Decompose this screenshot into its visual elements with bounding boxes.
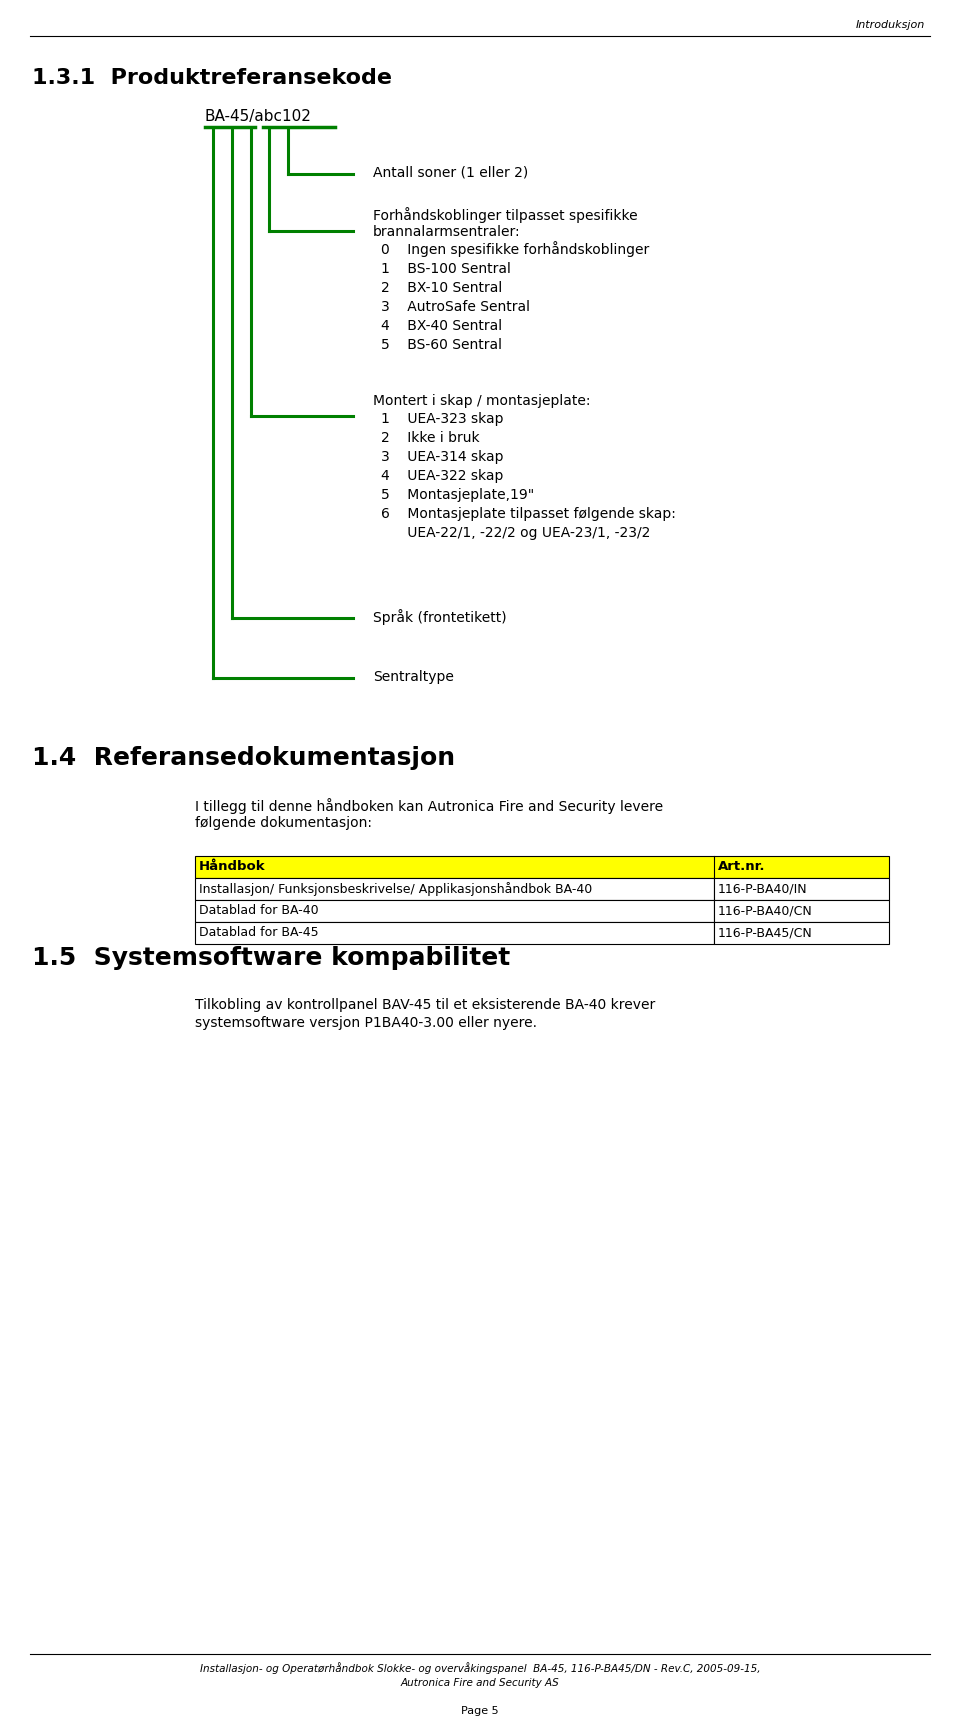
Text: 2    Ikke i bruk: 2 Ikke i bruk bbox=[381, 431, 480, 444]
Bar bbox=[714, 878, 889, 899]
Text: 4    UEA-322 skap: 4 UEA-322 skap bbox=[381, 469, 503, 483]
Text: 1.3.1  Produktreferansekode: 1.3.1 Produktreferansekode bbox=[32, 68, 392, 89]
Text: 1    UEA-323 skap: 1 UEA-323 skap bbox=[381, 411, 503, 425]
Text: 1    BS-100 Sentral: 1 BS-100 Sentral bbox=[381, 262, 511, 276]
Text: Språk (frontetikett): Språk (frontetikett) bbox=[373, 609, 507, 625]
Text: 6    Montasjeplate tilpasset følgende skap:: 6 Montasjeplate tilpasset følgende skap: bbox=[381, 507, 676, 521]
Text: Autronica Fire and Security AS: Autronica Fire and Security AS bbox=[400, 1679, 560, 1687]
Text: Installasjon/ Funksjonsbeskrivelse/ Applikasjonshåndbok BA-40: Installasjon/ Funksjonsbeskrivelse/ Appl… bbox=[199, 882, 592, 896]
Text: Sentraltype: Sentraltype bbox=[373, 670, 454, 684]
Text: 0    Ingen spesifikke forhåndskoblinger: 0 Ingen spesifikke forhåndskoblinger bbox=[381, 241, 649, 257]
Text: UEA-22/1, -22/2 og UEA-23/1, -23/2: UEA-22/1, -22/2 og UEA-23/1, -23/2 bbox=[381, 526, 650, 540]
Text: Introduksjon: Introduksjon bbox=[855, 21, 925, 30]
Text: 4    BX-40 Sentral: 4 BX-40 Sentral bbox=[381, 319, 502, 333]
Bar bbox=[195, 878, 714, 899]
Text: I tillegg til denne håndboken kan Autronica Fire and Security levere: I tillegg til denne håndboken kan Autron… bbox=[195, 799, 663, 814]
Bar bbox=[195, 899, 714, 922]
Text: Art.nr.: Art.nr. bbox=[718, 861, 765, 873]
Text: Forhåndskoblinger tilpasset spesifikke: Forhåndskoblinger tilpasset spesifikke bbox=[373, 207, 637, 222]
Text: Installasjon- og Operatørhåndbok Slokke- og overvåkingspanel  BA-45, 116-P-BA45/: Installasjon- og Operatørhåndbok Slokke-… bbox=[200, 1661, 760, 1674]
Bar bbox=[195, 922, 714, 944]
Text: Tilkobling av kontrollpanel BAV-45 til et eksisterende BA-40 krever: Tilkobling av kontrollpanel BAV-45 til e… bbox=[195, 998, 656, 1012]
Text: Page 5: Page 5 bbox=[461, 1706, 499, 1715]
Text: følgende dokumentasjon:: følgende dokumentasjon: bbox=[195, 816, 372, 830]
Text: 116-P-BA45/CN: 116-P-BA45/CN bbox=[718, 927, 813, 939]
Bar bbox=[714, 922, 889, 944]
Bar bbox=[195, 856, 889, 878]
Text: brannalarmsentraler:: brannalarmsentraler: bbox=[373, 226, 520, 240]
Text: Håndbok: Håndbok bbox=[199, 861, 266, 873]
Text: 116-P-BA40/CN: 116-P-BA40/CN bbox=[718, 904, 813, 918]
Bar bbox=[714, 899, 889, 922]
Text: BA-45/abc102: BA-45/abc102 bbox=[205, 109, 312, 123]
Text: 3    AutroSafe Sentral: 3 AutroSafe Sentral bbox=[381, 300, 530, 314]
Text: Datablad for BA-40: Datablad for BA-40 bbox=[199, 904, 319, 918]
Text: 3    UEA-314 skap: 3 UEA-314 skap bbox=[381, 450, 503, 464]
Text: 1.5  Systemsoftware kompabilitet: 1.5 Systemsoftware kompabilitet bbox=[32, 946, 511, 970]
Text: 2    BX-10 Sentral: 2 BX-10 Sentral bbox=[381, 281, 502, 295]
Text: Datablad for BA-45: Datablad for BA-45 bbox=[199, 927, 319, 939]
Text: 1.4  Referansedokumentasjon: 1.4 Referansedokumentasjon bbox=[32, 746, 455, 771]
Text: 5    Montasjeplate,19": 5 Montasjeplate,19" bbox=[381, 488, 535, 502]
Text: Montert i skap / montasjeplate:: Montert i skap / montasjeplate: bbox=[373, 394, 590, 408]
Text: systemsoftware versjon P1BA40-3.00 eller nyere.: systemsoftware versjon P1BA40-3.00 eller… bbox=[195, 1016, 537, 1029]
Text: 5    BS-60 Sentral: 5 BS-60 Sentral bbox=[381, 339, 502, 352]
Text: 116-P-BA40/IN: 116-P-BA40/IN bbox=[718, 882, 807, 896]
Text: Antall soner (1 eller 2): Antall soner (1 eller 2) bbox=[373, 167, 528, 181]
